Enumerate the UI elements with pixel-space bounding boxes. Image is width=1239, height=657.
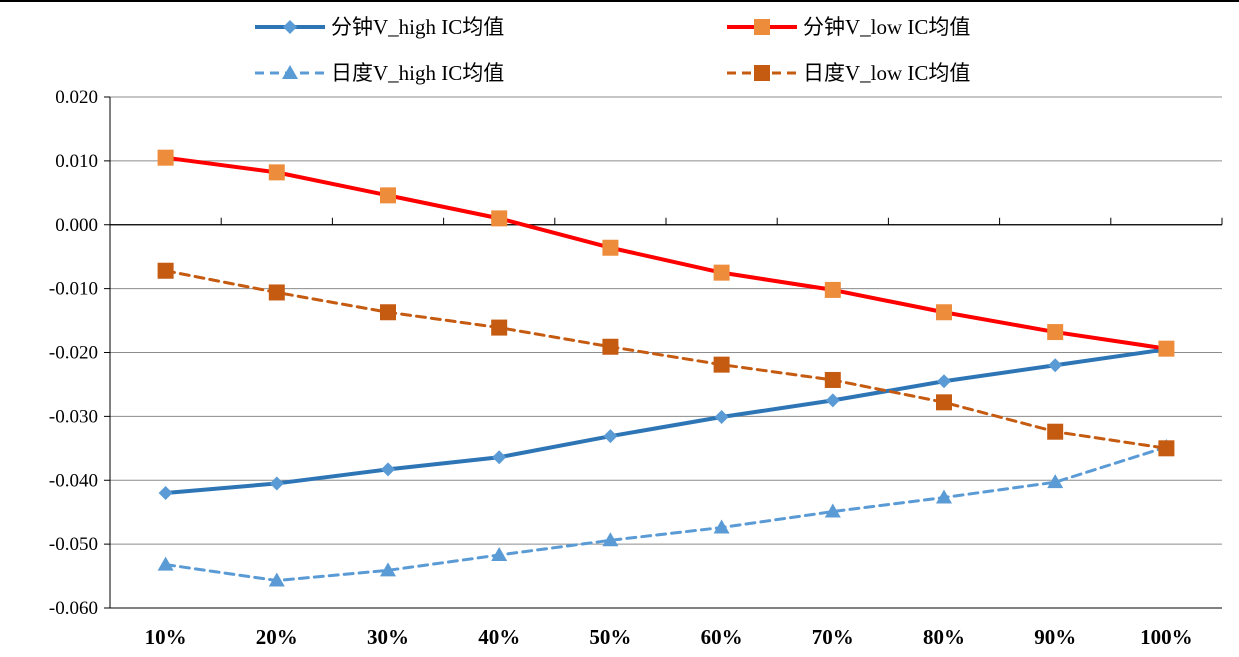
series-line <box>164 445 1168 583</box>
legend-item-4: 日度V_low IC均值 <box>727 61 970 85</box>
x-axis-ticks: 10% 20% 30% 40% 50% 60% 70% 80% 90% 100% <box>145 625 1193 649</box>
series-line <box>164 269 1168 450</box>
legend-item-2: 分钟V_low IC均值 <box>727 15 970 39</box>
data-point <box>158 486 173 501</box>
data-point <box>713 356 730 373</box>
data-point <box>824 281 841 298</box>
data-point <box>157 262 174 279</box>
data-point <box>491 319 508 336</box>
x-tick-label: 40% <box>478 625 520 649</box>
legend-marker <box>754 65 770 81</box>
x-tick-label: 60% <box>701 625 743 649</box>
series-2 <box>157 149 1175 357</box>
y-tick-label: 0.000 <box>55 215 98 236</box>
y-axis-ticks: 0.020 0.010 0.000 -0.010 -0.020 -0.030 -0.040 -… <box>49 87 110 619</box>
y-tick-label: 0.020 <box>55 87 98 108</box>
data-point <box>714 410 729 425</box>
x-tick-label: 30% <box>367 625 409 649</box>
legend-label: 日度V_high IC均值 <box>331 61 504 85</box>
series-line <box>163 155 1169 351</box>
data-point <box>157 149 174 166</box>
top-rule <box>0 0 1239 2</box>
legend-label: 分钟V_low IC均值 <box>803 15 970 39</box>
data-point <box>380 187 396 204</box>
x-tick-label: 20% <box>256 625 298 649</box>
data-point <box>713 264 730 281</box>
data-point <box>381 462 395 477</box>
data-point <box>1158 340 1175 357</box>
x-tick-label: 10% <box>145 625 187 649</box>
data-point <box>1048 358 1063 373</box>
y-tick-label: -0.050 <box>49 534 98 555</box>
data-point <box>268 572 285 587</box>
y-tick-label: -0.040 <box>49 470 98 491</box>
data-point <box>602 338 619 355</box>
series-1 <box>158 342 1174 501</box>
legend-marker <box>283 20 297 34</box>
data-point <box>269 476 284 491</box>
legend-marker <box>754 19 770 35</box>
legend-item-3: 日度V_high IC均值 <box>255 61 504 85</box>
legend-label: 分钟V_high IC均值 <box>331 15 504 39</box>
x-tick-label: 90% <box>1034 625 1076 649</box>
y-tick-label: -0.060 <box>49 598 98 619</box>
legend-item-1: 分钟V_high IC均值 <box>255 15 504 39</box>
data-point <box>1047 474 1064 489</box>
data-point <box>1047 324 1064 341</box>
series-3 <box>157 439 1175 587</box>
data-point <box>937 374 951 389</box>
data-point <box>157 556 174 571</box>
data-point <box>602 239 619 256</box>
data-point <box>491 210 508 227</box>
series-4 <box>157 262 1175 457</box>
data-point <box>824 371 841 388</box>
data-point <box>713 519 730 534</box>
data-point <box>936 394 952 411</box>
data-point <box>492 450 507 465</box>
data-point <box>936 304 952 321</box>
data-point <box>268 164 285 181</box>
data-point <box>268 284 285 301</box>
y-tick-label: -0.020 <box>49 343 98 364</box>
series-group <box>157 149 1175 587</box>
data-point <box>380 304 396 321</box>
data-point <box>936 489 952 504</box>
data-point <box>602 532 619 547</box>
y-tick-label: -0.010 <box>49 279 98 300</box>
data-point <box>1158 440 1175 457</box>
x-tick-label: 100% <box>1140 625 1193 649</box>
legend-marker <box>282 65 298 79</box>
data-point <box>380 562 396 577</box>
x-tick-label: 50% <box>589 625 631 649</box>
data-point <box>491 546 508 561</box>
x-tick-label: 80% <box>923 625 965 649</box>
legend-label: 日度V_low IC均值 <box>803 61 970 85</box>
data-point <box>825 393 840 408</box>
series-line <box>163 347 1169 496</box>
data-point <box>1047 423 1064 440</box>
y-tick-label: -0.030 <box>49 406 98 427</box>
x-tick-label: 70% <box>812 625 854 649</box>
y-tick-label: 0.010 <box>55 151 98 172</box>
data-point <box>824 503 841 518</box>
data-point <box>603 429 618 444</box>
